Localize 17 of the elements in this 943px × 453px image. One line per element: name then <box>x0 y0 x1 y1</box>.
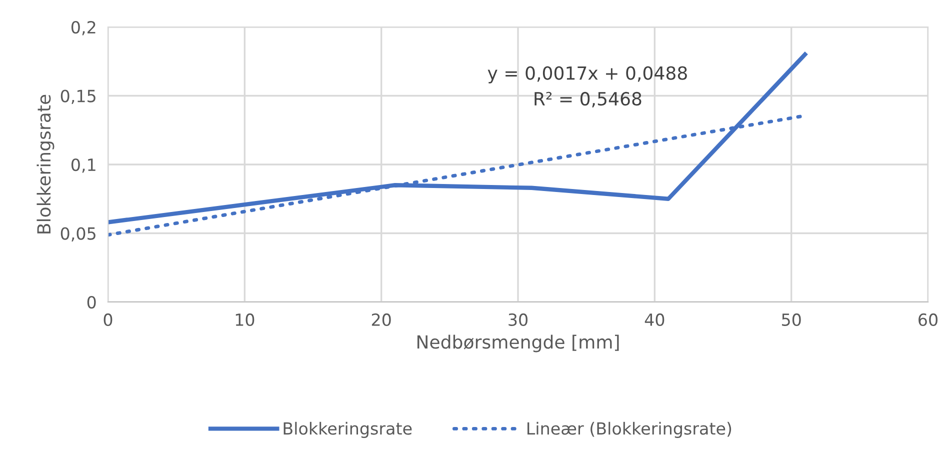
x-tick-label: 50 <box>782 313 801 326</box>
legend-label: Blokkeringsrate <box>284 422 412 438</box>
y-tick-label: 0,05 <box>60 227 96 242</box>
x-axis-title: Nedbørsmengde [mm] <box>417 334 619 352</box>
x-tick-label: 0 <box>104 313 112 326</box>
annotation: y = 0,0017x + 0,0488 R² = 0,5468 <box>488 66 687 108</box>
y-axis-title: Blokkeringsrate <box>36 94 54 234</box>
y-tick-label: 0,1 <box>71 158 96 173</box>
x-tick-label: 60 <box>918 313 938 326</box>
y-tick-label: 0,15 <box>60 90 96 104</box>
x-tick-label: 10 <box>236 313 254 326</box>
y-tick-label: 0,2 <box>71 20 96 36</box>
legend-label: Lineær (Blokkeringsrate) <box>528 422 732 438</box>
x-tick-label: 30 <box>508 313 528 326</box>
x-tick-label: 40 <box>644 313 664 326</box>
x-tick-label: 20 <box>372 313 391 326</box>
y-tick-label: 0 <box>87 296 96 309</box>
